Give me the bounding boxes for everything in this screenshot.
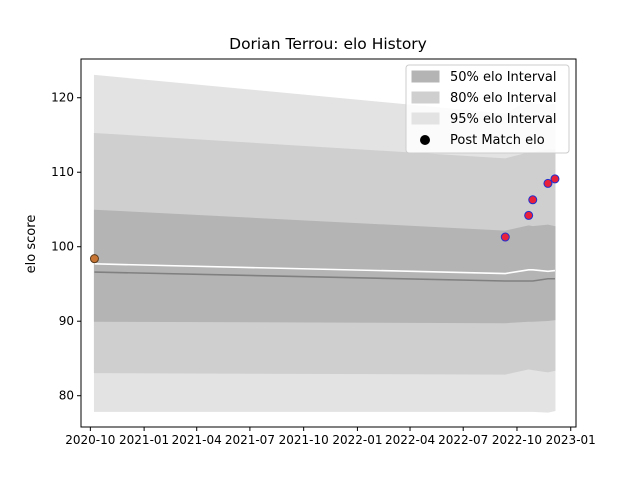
post-match-point-5 bbox=[543, 178, 553, 188]
legend: 50% elo Interval 80% elo Interval 95% elo … bbox=[405, 64, 570, 154]
x-tick-label-2: 2021-01 bbox=[119, 433, 169, 447]
axes: 2020-10 2021-01 2021-04 2021-07 2021-10 2022-… bbox=[51, 58, 596, 447]
y-tick-label-3: 100 bbox=[51, 240, 74, 254]
post-match-point-4 bbox=[528, 195, 538, 205]
plot-frame bbox=[80, 58, 577, 428]
y-tick-label-1: 80 bbox=[59, 389, 74, 403]
x-tick-label-9: 2022-10 bbox=[492, 433, 542, 447]
legend-box bbox=[405, 64, 570, 154]
x-tick-label-5: 2021-10 bbox=[279, 433, 329, 447]
post-match-point-1 bbox=[89, 254, 99, 264]
legend-swatch-1 bbox=[411, 70, 440, 83]
x-tick-label-4: 2021-07 bbox=[225, 433, 275, 447]
y-tick-label-2: 90 bbox=[59, 314, 74, 328]
legend-label-4: Post Match elo bbox=[450, 133, 545, 148]
series-line-1 bbox=[94, 271, 555, 282]
post-match-point-3 bbox=[524, 210, 534, 220]
y-axis-title: elo score bbox=[24, 215, 39, 274]
interval-band-3 bbox=[93, 209, 556, 324]
chart-title: Dorian Terrou: elo History bbox=[229, 35, 427, 53]
post-match-point-6 bbox=[550, 174, 560, 184]
legend-swatch-2 bbox=[411, 91, 440, 104]
legend-swatch-3 bbox=[411, 112, 440, 125]
legend-label-3: 95% elo Interval bbox=[450, 112, 557, 127]
y-tick-label-5: 120 bbox=[51, 91, 74, 105]
x-tick-label-1: 2020-10 bbox=[65, 433, 115, 447]
plot-area bbox=[89, 74, 560, 413]
y-tick-label-4: 110 bbox=[51, 165, 74, 179]
x-tick-label-8: 2022-07 bbox=[438, 433, 488, 447]
legend-label-1: 50% elo Interval bbox=[450, 70, 557, 85]
x-tick-label-3: 2021-04 bbox=[172, 433, 222, 447]
x-tick-label-6: 2022-01 bbox=[332, 433, 382, 447]
legend-marker-4 bbox=[420, 135, 430, 145]
x-tick-label-10: 2023-01 bbox=[546, 433, 596, 447]
series-line-2 bbox=[94, 263, 556, 275]
legend-label-2: 80% elo Interval bbox=[450, 91, 557, 106]
post-match-point-2 bbox=[500, 232, 510, 242]
x-tick-label-7: 2022-04 bbox=[385, 433, 435, 447]
